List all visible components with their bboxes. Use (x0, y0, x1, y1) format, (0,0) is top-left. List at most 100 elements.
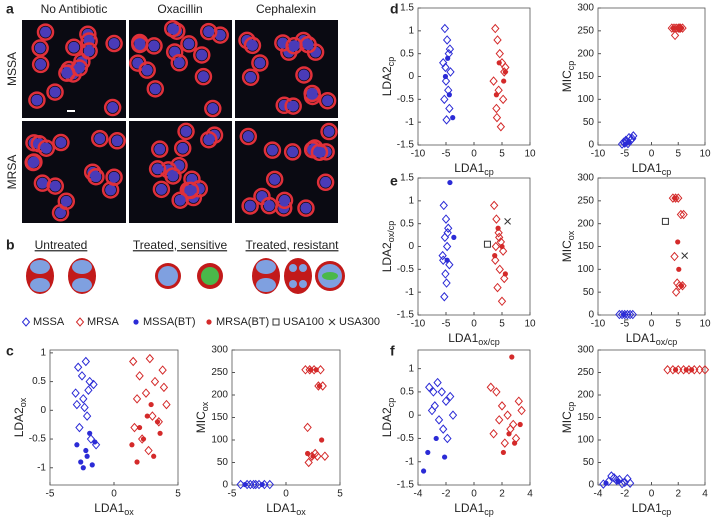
x-axis-label-sub: ox (296, 507, 306, 517)
series (439, 23, 455, 125)
y-tick-label: 50 (583, 457, 595, 468)
point (442, 73, 449, 80)
cell (245, 71, 257, 83)
y-tick-label: 200 (211, 390, 228, 401)
cell (306, 87, 318, 99)
cell (27, 157, 39, 169)
series (500, 354, 523, 456)
y-tick-label: 150 (577, 241, 594, 252)
cell (31, 94, 43, 106)
point (137, 424, 143, 431)
point (450, 115, 456, 121)
y-axis-label-main: MIC (560, 411, 574, 433)
cell-wall (194, 67, 213, 86)
point (85, 376, 94, 387)
cell (83, 45, 95, 57)
point (84, 453, 90, 459)
point (75, 422, 84, 433)
cell-wall (80, 42, 98, 60)
point (500, 449, 506, 456)
point (443, 228, 452, 238)
x-axis-label-sub: ox/cp (656, 337, 678, 347)
y-tick-label: -1.5 (397, 140, 415, 151)
point (497, 296, 507, 307)
point (79, 394, 88, 404)
point (445, 103, 454, 114)
cell-wall (241, 197, 259, 215)
cell-wall (46, 83, 64, 101)
point (427, 405, 437, 416)
cell (197, 71, 209, 83)
point (491, 255, 500, 265)
point (493, 92, 499, 98)
point (141, 388, 151, 398)
point (83, 447, 89, 454)
cell (55, 207, 67, 219)
point (623, 473, 632, 484)
series (442, 55, 456, 121)
plot-frame (597, 7, 706, 146)
x-tick-label: 0 (471, 149, 477, 160)
x-tick-label: 5 (675, 149, 681, 160)
cell (108, 171, 120, 183)
x-axis-label: LDA1ox (266, 501, 306, 517)
scale-bar (67, 110, 75, 112)
cell (49, 86, 61, 98)
point (625, 309, 635, 320)
series (661, 217, 669, 225)
cell-wall (146, 80, 165, 98)
point (486, 382, 495, 393)
cell-wall (181, 181, 200, 200)
cell-wall (173, 139, 192, 157)
point (663, 365, 672, 375)
plot-frame (417, 7, 531, 146)
column-label: No Antibiotic (41, 2, 108, 16)
point (442, 241, 452, 252)
cell (266, 144, 278, 156)
y-tick-label: 300 (577, 173, 594, 184)
y-axis-label-sub: ox (18, 397, 28, 407)
y-tick-label: 100 (577, 94, 594, 105)
y-axis-label: LDA2ox/cp (380, 221, 396, 273)
point (445, 44, 455, 54)
point (144, 445, 153, 456)
point (444, 223, 453, 233)
x-tick-label: -10 (591, 319, 606, 330)
y-tick-label: 300 (211, 345, 228, 356)
cell (302, 39, 314, 51)
point (77, 371, 87, 381)
point (501, 78, 507, 84)
cell-wall (103, 98, 122, 117)
cell (111, 135, 123, 147)
point (150, 376, 160, 387)
point (304, 457, 313, 468)
y-tick-label: 50 (583, 117, 595, 128)
point (500, 438, 509, 448)
point (444, 257, 450, 263)
point (673, 278, 682, 288)
y-tick-label: -1 (405, 117, 414, 128)
cell (55, 137, 67, 149)
point (492, 214, 501, 224)
point (681, 252, 689, 259)
y-tick-label: 150 (577, 71, 594, 82)
point (80, 465, 86, 471)
cell (30, 260, 50, 274)
y-axis-label-sub: ox (566, 230, 576, 240)
point (615, 478, 621, 484)
cell (254, 57, 266, 69)
point (441, 62, 450, 73)
cell (35, 58, 47, 70)
y-axis-label-main: LDA2 (12, 407, 26, 437)
cell-wall (28, 91, 46, 109)
cell-wall (200, 130, 218, 149)
point (489, 76, 498, 86)
cell (40, 26, 52, 38)
x-tick-label: 5 (175, 489, 181, 500)
point (700, 365, 710, 375)
cell-wall (37, 139, 56, 157)
cell-wall (283, 143, 302, 161)
cell (289, 264, 297, 272)
y-tick-label: 1 (408, 363, 414, 374)
cell (173, 57, 185, 69)
